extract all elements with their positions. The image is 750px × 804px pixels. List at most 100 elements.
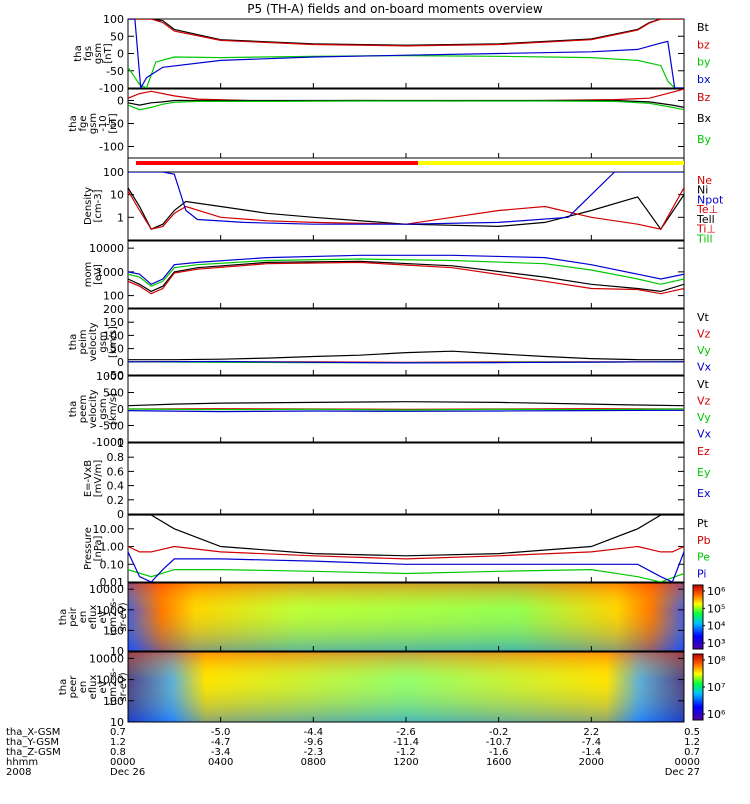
y-axis-label-line: fge <box>78 115 89 131</box>
ephemeris-row-label: tha_Y-GSM <box>6 737 59 748</box>
y-axis-label-line: sr-eV) <box>118 602 129 631</box>
ephemeris-row-label: tha_X-GSM <box>6 727 60 738</box>
colorbar-tick-label: 10³ <box>707 637 725 650</box>
y-axis-label-line: Density <box>83 187 94 225</box>
series-line-vy <box>128 408 684 411</box>
ephemeris-value: -4.4 <box>304 727 324 738</box>
y-tick-label: -50 <box>106 369 124 382</box>
y-tick-label: 0.10 <box>100 558 125 571</box>
series-group <box>128 89 684 111</box>
series-line-pe <box>128 568 684 582</box>
y-axis-label-line: en <box>78 611 89 624</box>
series-group <box>128 350 684 364</box>
ephemeris-value: 0.5 <box>684 727 700 738</box>
y-axis-label-line: tha <box>58 679 69 695</box>
legend-entry: Vz <box>697 395 711 408</box>
y-tick-label: 0.4 <box>107 480 125 493</box>
legend-entry: Te⊥ <box>696 203 718 216</box>
y-tick-label: 10 <box>110 645 124 658</box>
y-axis-label: tha fge gsm -10 [nT] <box>68 113 119 134</box>
y-axis-label-line: [nT] <box>103 43 114 63</box>
colorbar-tick-label: 10⁸ <box>707 654 726 667</box>
panel-1: 100 50 0 -50 -100 tha fgs gsm [nT] Bt bz by bx <box>73 13 711 95</box>
colorbar-tick-label: 10⁶ <box>707 585 726 598</box>
y-axis-label-line: mom <box>83 262 94 288</box>
series-line-pb <box>128 545 684 560</box>
series-group <box>128 19 684 88</box>
y-tick-label: 100 <box>103 290 124 303</box>
ephemeris-row-label: 2008 <box>6 767 31 778</box>
mode-bar-slow <box>136 161 418 165</box>
y-axis-label-line: (cm2-s- <box>108 598 119 636</box>
y-axis-label: tha peer en eflux eV (cm2-s-sr-eV) <box>58 668 129 706</box>
ephemeris-value: -3.4 <box>211 747 231 758</box>
series-line-till <box>128 258 684 287</box>
legend-entry: Vy <box>697 344 711 357</box>
y-axis-label-line: [km/s] <box>108 326 119 358</box>
y-tick-label: 500 <box>103 387 124 400</box>
legend-entry: Vt <box>697 311 710 324</box>
legend-entry: By <box>697 133 712 146</box>
ephemeris-value: 1.2 <box>110 737 126 748</box>
panel-frame <box>127 514 685 583</box>
mode-bar-fast <box>418 161 684 165</box>
y-axis-label: Pressure [nPa] <box>83 527 104 570</box>
y-axis-label-line: tha <box>73 45 84 61</box>
panel-frame <box>127 171 685 241</box>
series-group <box>128 172 684 231</box>
y-axis-label-line: tha <box>68 401 79 417</box>
y-axis-label-line: [nPa] <box>93 535 104 561</box>
y-tick-label: 1000 <box>96 266 124 279</box>
series-group <box>128 401 684 413</box>
y-axis-label-line: [cm-3] <box>93 189 104 222</box>
series-line-ni <box>128 187 684 231</box>
ephemeris-value: -2.6 <box>396 727 416 738</box>
series-line-bt <box>128 19 684 46</box>
spectrogram-overlay <box>128 583 684 651</box>
series-line-bx <box>128 99 684 108</box>
y-axis-label: mom [eV] <box>83 262 104 288</box>
legend-entry: Bt <box>697 21 710 34</box>
ephemeris-value: 0.7 <box>110 727 126 738</box>
y-tick-label: 10000 <box>89 652 124 665</box>
y-axis-label-line: velocity <box>88 322 99 361</box>
legend-entry: Bx <box>697 112 712 125</box>
y-axis-label-line: sr-eV) <box>118 672 129 701</box>
ephemeris-row-label: hhmm <box>6 757 38 768</box>
legend-entry: Pe <box>697 551 710 564</box>
legend-entry: Vz <box>697 328 711 341</box>
series-group <box>128 254 684 295</box>
panel-frame <box>127 240 685 309</box>
y-tick-label: 0.6 <box>107 465 125 478</box>
legend-entry: Ne <box>697 174 712 187</box>
y-axis-label-line: gsm <box>98 398 109 419</box>
plot-title: P5 (TH-A) fields and on-board moments ov… <box>247 2 543 16</box>
y-axis-label-line: (cm2-s- <box>108 668 119 706</box>
legend-entry: Npot <box>697 193 724 206</box>
colorbar <box>692 653 704 721</box>
ephemeris-value: -1.2 <box>396 747 416 758</box>
series-line-vz <box>128 408 684 410</box>
legend-entry: by <box>697 56 711 69</box>
ephemeris-value: 0000 <box>675 757 700 768</box>
colorbar-tick-label: 10⁷ <box>707 681 725 694</box>
series-line-vx <box>128 360 684 364</box>
y-axis-label: tha peem velocity gsm [km/s] <box>68 389 119 428</box>
y-axis-label-line: [km/s] <box>108 393 119 425</box>
colorbar-tick-label: 10⁴ <box>707 620 726 633</box>
y-tick-label: 100 <box>103 13 124 26</box>
series-line-te <box>128 261 684 295</box>
ephemeris-value: 2000 <box>579 757 604 768</box>
y-axis-label-line: en <box>78 681 89 694</box>
y-tick-label: -50 <box>106 65 124 78</box>
y-axis-label-line: Pressure <box>83 527 94 570</box>
ephemeris-value: -11.4 <box>393 737 419 748</box>
y-axis-label: E=-VxB [mV/m] <box>83 460 104 498</box>
ephemeris-row-label: tha_Z-GSM <box>6 747 61 758</box>
legend-entry: Till <box>696 232 713 245</box>
y-axis-label: tha peir en eflux eV (cm2-s-sr-eV) <box>58 598 129 636</box>
ephemeris-value: Dec 27 <box>665 767 700 778</box>
